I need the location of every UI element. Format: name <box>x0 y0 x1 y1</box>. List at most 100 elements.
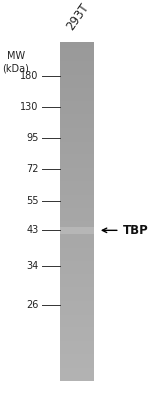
Bar <box>60 360 94 361</box>
Bar <box>60 216 94 217</box>
Bar <box>60 353 94 354</box>
Bar <box>60 379 94 380</box>
Bar <box>60 342 94 343</box>
Bar <box>60 301 94 302</box>
Bar <box>60 212 94 213</box>
Bar <box>60 312 94 314</box>
Bar <box>60 142 94 143</box>
Bar <box>60 319 94 320</box>
Bar <box>60 326 94 327</box>
Bar <box>60 259 94 260</box>
Bar <box>60 151 94 152</box>
Bar <box>60 218 94 220</box>
Bar <box>60 225 94 226</box>
Bar <box>60 178 94 179</box>
Bar <box>60 109 94 110</box>
Text: 26: 26 <box>26 300 39 310</box>
Bar <box>60 42 94 43</box>
Bar <box>60 334 94 335</box>
Bar <box>60 229 94 230</box>
Bar <box>60 284 94 285</box>
Bar <box>60 70 94 72</box>
Bar <box>60 226 94 228</box>
Bar <box>60 69 94 70</box>
Bar <box>60 288 94 289</box>
Bar <box>60 252 94 254</box>
Bar <box>60 202 94 203</box>
Bar <box>60 132 94 134</box>
Bar <box>60 358 94 359</box>
Bar <box>60 200 94 202</box>
Bar <box>60 181 94 182</box>
Bar <box>60 324 94 325</box>
Bar <box>60 320 94 322</box>
Bar <box>60 228 94 229</box>
Bar <box>60 122 94 124</box>
Bar <box>60 374 94 376</box>
Bar <box>60 275 94 276</box>
Bar <box>60 101 94 102</box>
Bar <box>60 56 94 57</box>
Bar <box>60 255 94 256</box>
Bar <box>60 333 94 334</box>
Bar <box>60 155 94 156</box>
Bar <box>60 102 94 103</box>
Bar <box>60 204 94 205</box>
Bar <box>60 148 94 150</box>
Bar <box>60 282 94 283</box>
Bar <box>60 54 94 56</box>
Bar <box>60 351 94 352</box>
Bar <box>60 130 94 131</box>
Text: 130: 130 <box>20 102 39 112</box>
Bar <box>60 129 94 130</box>
Bar <box>60 345 94 346</box>
Bar <box>60 49 94 50</box>
Text: 43: 43 <box>27 225 39 235</box>
Bar <box>60 340 94 341</box>
Bar <box>60 68 94 69</box>
Bar <box>60 194 94 195</box>
Bar <box>60 367 94 368</box>
Bar <box>60 267 94 268</box>
Bar <box>60 171 94 172</box>
Bar <box>60 52 94 53</box>
Bar <box>60 62 94 64</box>
Bar <box>60 119 94 120</box>
Text: 55: 55 <box>26 196 39 206</box>
Bar <box>60 352 94 353</box>
Bar <box>60 377 94 378</box>
Bar <box>60 251 94 252</box>
Bar <box>60 197 94 198</box>
Bar <box>60 95 94 96</box>
Bar <box>60 75 94 76</box>
Bar <box>60 80 94 82</box>
Bar <box>60 140 94 142</box>
Bar <box>60 289 94 290</box>
Bar <box>60 177 94 178</box>
Bar <box>60 332 94 333</box>
Bar <box>60 60 94 61</box>
Bar <box>60 163 94 164</box>
Bar <box>60 344 94 345</box>
Bar <box>60 77 94 78</box>
Bar <box>60 355 94 356</box>
Bar <box>60 157 94 158</box>
Bar <box>60 162 94 163</box>
Bar <box>60 290 94 291</box>
Bar <box>60 307 94 308</box>
Bar <box>60 134 94 135</box>
Bar <box>60 330 94 332</box>
Bar <box>60 147 94 148</box>
Bar <box>60 257 94 258</box>
Bar <box>60 53 94 54</box>
Bar <box>60 154 94 155</box>
Bar <box>60 64 94 65</box>
Bar <box>60 110 94 111</box>
Bar <box>60 83 94 84</box>
Bar <box>60 184 94 186</box>
Bar <box>60 243 94 244</box>
Bar <box>60 189 94 190</box>
Bar <box>60 250 94 251</box>
Bar <box>60 128 94 129</box>
Bar <box>60 172 94 173</box>
